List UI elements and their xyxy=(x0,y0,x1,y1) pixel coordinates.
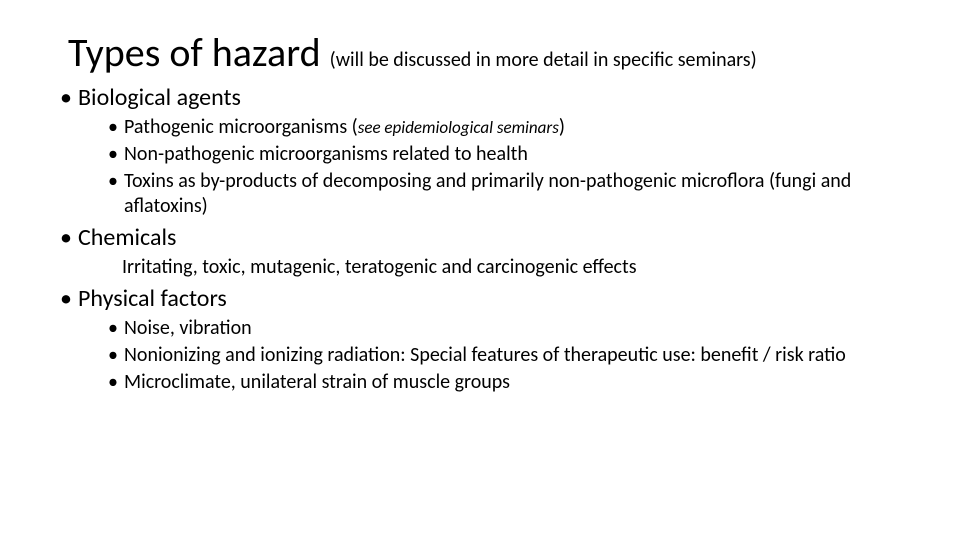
text: ) xyxy=(559,115,565,139)
bullet-list: Biological agents Pathogenic microorgani… xyxy=(40,83,920,395)
list-item: Toxins as by-products of decomposing and… xyxy=(108,169,920,219)
list-item: Nonionizing and ionizing radiation: Spec… xyxy=(108,343,920,368)
slide: Types of hazard (will be discussed in mo… xyxy=(0,0,960,540)
list-item: Non-pathogenic microorganisms related to… xyxy=(108,142,920,167)
title-main: Types of hazard xyxy=(68,28,330,77)
title-sub: (will be discussed in more detail in spe… xyxy=(330,48,757,72)
section-heading: Chemicals xyxy=(78,223,176,252)
sub-list: Noise, vibration Nonionizing and ionizin… xyxy=(78,316,920,395)
list-item: Microclimate, unilateral strain of muscl… xyxy=(108,370,920,395)
list-item: Pathogenic microorganisms (see epidemiol… xyxy=(108,115,920,140)
text: Pathogenic microorganisms ( xyxy=(124,115,358,139)
sub-list: Irritating, toxic, mutagenic, teratogeni… xyxy=(78,255,920,280)
list-item: Irritating, toxic, mutagenic, teratogeni… xyxy=(122,255,920,280)
sub-list: Pathogenic microorganisms (see epidemiol… xyxy=(78,115,920,219)
section-biological: Biological agents Pathogenic microorgani… xyxy=(60,83,920,219)
section-heading: Biological agents xyxy=(78,83,241,112)
slide-title: Types of hazard (will be discussed in mo… xyxy=(68,28,920,77)
section-heading: Physical factors xyxy=(78,284,227,313)
section-chemicals: Chemicals Irritating, toxic, mutagenic, … xyxy=(60,223,920,280)
list-item: Noise, vibration xyxy=(108,316,920,341)
text-italic: see epidemiological seminars xyxy=(358,117,559,138)
section-physical: Physical factors Noise, vibration Nonion… xyxy=(60,284,920,395)
